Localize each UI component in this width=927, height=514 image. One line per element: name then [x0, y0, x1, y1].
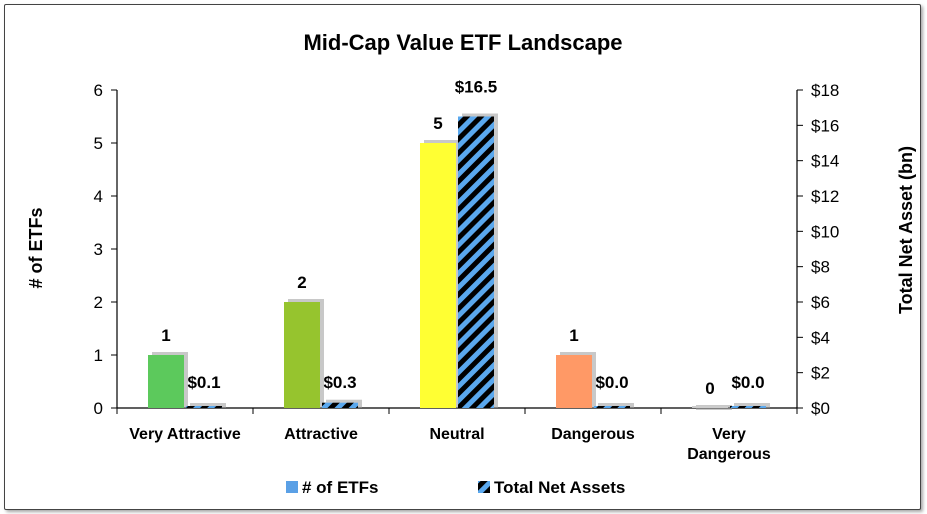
y-tick-label: 3 — [94, 240, 103, 259]
etf-count-label: 5 — [433, 114, 442, 133]
y2-tick-label: $4 — [811, 328, 830, 347]
y2-tick-label: $0 — [811, 399, 830, 418]
etf-count-bar — [148, 355, 184, 408]
net-assets-bar-shadow — [598, 403, 634, 408]
y2-tick-label: $10 — [811, 222, 839, 241]
net-assets-bar-shadow — [734, 403, 770, 408]
legend-label-etf-count: # of ETFs — [302, 478, 379, 497]
net-assets-label: $0.0 — [731, 373, 764, 392]
y-tick-label: 1 — [94, 346, 103, 365]
etf-count-bar — [556, 355, 592, 408]
y-tick-label: 2 — [94, 293, 103, 312]
net-assets-bar-shadow — [190, 403, 226, 408]
legend-label-net-assets: Total Net Assets — [494, 478, 625, 497]
y2-tick-label: $12 — [811, 187, 839, 206]
legend-swatch-etf-count — [286, 481, 298, 493]
y-tick-label: 5 — [94, 134, 103, 153]
net-assets-label: $0.1 — [187, 373, 220, 392]
x-tick-label: Attractive — [284, 426, 358, 443]
y-axis-label: # of ETFs — [26, 207, 46, 288]
net-assets-label: $0.0 — [595, 373, 628, 392]
etf-count-label: 1 — [569, 326, 578, 345]
y2-tick-label: $18 — [811, 81, 839, 100]
x-tick-label: Very Attractive — [129, 426, 241, 443]
net-assets-bar — [458, 116, 494, 408]
etf-count-bar — [420, 143, 456, 408]
net-assets-bar — [594, 406, 630, 408]
net-assets-bar — [186, 406, 222, 408]
y-tick-label: 4 — [94, 187, 103, 206]
net-assets-label: $16.5 — [455, 78, 498, 97]
x-tick-label: Very Dangerous — [687, 426, 771, 463]
etf-count-label: 1 — [161, 326, 170, 345]
legend: # of ETFs Total Net Assets — [286, 478, 625, 497]
legend-swatch-net-assets — [478, 481, 490, 493]
y2-tick-label: $2 — [811, 364, 830, 383]
etf-count-label: 2 — [297, 273, 306, 292]
x-tick-label: Dangerous — [551, 426, 635, 443]
net-assets-label: $0.3 — [323, 373, 356, 392]
net-assets-bar — [730, 406, 766, 408]
chart-title: Mid-Cap Value ETF Landscape — [303, 30, 622, 55]
y2-tick-label: $16 — [811, 116, 839, 135]
y2-tick-label: $14 — [811, 152, 839, 171]
etf-count-bar — [284, 302, 320, 408]
y-tick-label: 6 — [94, 81, 103, 100]
y2-tick-label: $8 — [811, 258, 830, 277]
etf-count-label: 0 — [705, 379, 714, 398]
etf-count-bar — [692, 406, 728, 408]
y-tick-label: 0 — [94, 399, 103, 418]
y2-axis-label: Total Net Asset (bn) — [896, 146, 916, 314]
net-assets-bar — [322, 402, 358, 408]
x-tick-label: Neutral — [429, 426, 484, 443]
y2-tick-label: $6 — [811, 293, 830, 312]
